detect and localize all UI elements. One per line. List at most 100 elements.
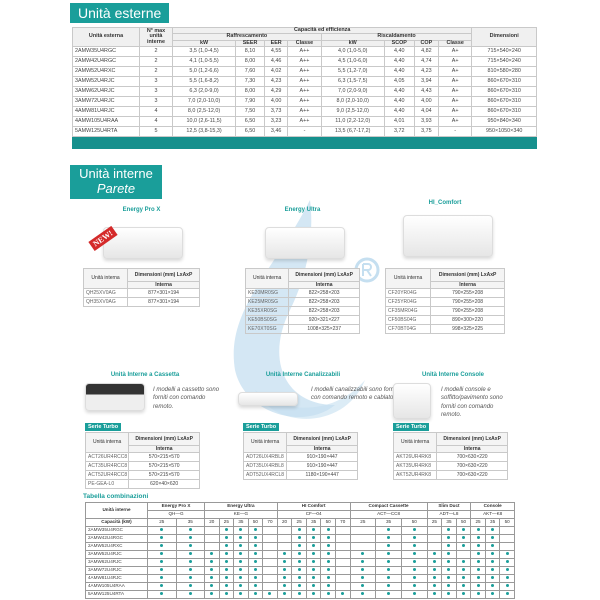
col-unit: Unità interna — [242, 432, 288, 453]
table-cell: 8,10 — [235, 46, 266, 58]
compatibility-cell — [262, 526, 278, 535]
table-cell: 4,82 — [413, 46, 439, 58]
compatibility-cell — [204, 582, 220, 591]
dimensions-table: Unità interna Dimensioni (mm) LxAxP Intern… — [82, 268, 200, 307]
dimension-cell: 700×630×220 — [436, 470, 508, 480]
group-name: Energy Pro X — [146, 502, 206, 511]
col-cooling: Raffrescamento — [172, 33, 322, 41]
compatibility-cell — [426, 542, 443, 551]
dimension-cell: 570×215×570 — [128, 470, 200, 480]
table-cell: 3,5 (1,0-4,5) — [171, 46, 237, 58]
compatible-dot-icon — [283, 560, 287, 564]
table-cell: 10,0 (2,6-11,5) — [171, 116, 237, 128]
compatible-dot-icon — [210, 568, 214, 572]
compatible-dot-icon — [224, 568, 228, 572]
compatibility-cell — [291, 590, 307, 599]
compatible-dot-icon — [224, 528, 228, 532]
compatible-dot-icon — [505, 552, 509, 556]
table-row: AKT35UR4RK8 700×630×220 — [392, 461, 508, 471]
compatibility-cell — [147, 550, 177, 559]
table-row: ACT26UR4RCC8 570×215×570 — [84, 452, 200, 462]
unit-image — [85, 383, 145, 411]
compatible-dot-icon — [387, 544, 391, 548]
compatible-dot-icon — [297, 568, 301, 572]
compatibility-cell — [470, 550, 486, 559]
compatibility-cell — [247, 534, 264, 543]
compatibility-cell — [470, 590, 486, 599]
dimension-cell: 920×321×227 — [288, 315, 360, 325]
compatibility-cell — [334, 590, 351, 599]
compatibility-cell — [276, 550, 293, 559]
model-cell: QH25XV0AG — [82, 288, 129, 298]
col-interna: Interna — [436, 445, 508, 453]
capacity-cell: 50 — [320, 518, 336, 527]
table-row: AKT26UR4RK8 700×630×220 — [392, 452, 508, 462]
unit-cell: 3AMW52U4RJC — [85, 550, 148, 559]
compatibility-cell — [218, 566, 235, 575]
compatibility-cell — [204, 526, 220, 535]
compatibility-cell — [499, 534, 515, 543]
compatibility-cell — [291, 534, 307, 543]
table-cell: 950×840×340 — [471, 116, 537, 128]
compatibility-cell — [441, 590, 457, 599]
capacity-cell: 35 — [375, 518, 402, 527]
compatibility-cell — [233, 550, 249, 559]
compatible-dot-icon — [412, 584, 416, 588]
compatible-dot-icon — [253, 584, 257, 588]
compatible-dot-icon — [253, 544, 257, 548]
table-row: KE50BS0SG 920×321×227 — [244, 315, 360, 325]
compatible-dot-icon — [491, 560, 495, 564]
compatibility-cell — [233, 566, 249, 575]
compatibility-cell — [349, 582, 377, 591]
dimension-cell: 910×190×447 — [286, 461, 358, 471]
dimension-cell: 890×300×220 — [430, 315, 505, 325]
compatibility-cell — [320, 574, 336, 583]
compatible-dot-icon — [253, 552, 257, 556]
compatibility-cell — [233, 582, 249, 591]
compatible-dot-icon — [476, 552, 480, 556]
compatible-dot-icon — [491, 592, 495, 596]
table-row: 3AMW62U4RJC 3 6,3 (2,0-9,0) 8,00 4,29 A++ 7,0 … — [72, 86, 537, 98]
wall-unit-image — [103, 227, 183, 259]
table-cell: A+ — [437, 66, 473, 78]
unit-cell: 4AMW81U4RJC — [85, 574, 148, 583]
table-cell: 4,5 (1,0-6,0) — [320, 56, 385, 68]
group-code: KE—G — [204, 510, 278, 519]
series-tag: Serie Turbo — [393, 423, 430, 431]
compatibility-cell — [441, 566, 457, 575]
series-title: Energy Pro X — [122, 207, 161, 213]
compatibility-cell — [400, 566, 428, 575]
table-cell: 860×670×310 — [471, 96, 537, 108]
table-row: KE25MR0SG 822×258×203 — [244, 297, 360, 307]
table-cell: 12,5 (3,8-15,3) — [171, 126, 237, 138]
compatibility-cell — [441, 558, 457, 567]
compatibility-cell — [291, 566, 307, 575]
capacity-cell: 20 — [276, 518, 293, 527]
compatible-dot-icon — [326, 544, 330, 548]
model-cell: AKT26UR4RK8 — [392, 452, 438, 462]
table-row: 2AMW35U4RGC 2 3,5 (1,0-4,5) 8,10 4,55 A++ 4,0 … — [72, 46, 537, 58]
compatible-dot-icon — [387, 584, 391, 588]
table-cell: 4,23 — [413, 66, 439, 78]
compatible-dot-icon — [297, 544, 301, 548]
compatibility-cell — [484, 574, 501, 583]
table-row: 5AMW125U4RTA 5 12,5 (3,8-15,3) 6,50 3,46-13,… — [72, 126, 537, 138]
compatibility-cell — [349, 542, 377, 551]
capacity-cell: 25 — [349, 518, 377, 527]
compatibility-cell — [218, 534, 235, 543]
model-cell: KE35XR0SG — [244, 306, 290, 316]
table-cell: 4,04 — [413, 106, 439, 118]
compatibility-cell — [305, 550, 322, 559]
compatible-dot-icon — [253, 592, 257, 596]
compatible-dot-icon — [312, 560, 316, 564]
compatibility-cell — [334, 550, 351, 559]
compatible-dot-icon — [361, 592, 365, 596]
table-cell: 4,02 — [264, 66, 289, 78]
group-code: ADT—L8 — [426, 510, 472, 519]
unit-cell: 3AMW62U4RJC — [85, 558, 148, 567]
compatible-dot-icon — [188, 592, 192, 596]
compatibility-cell — [233, 574, 249, 583]
compatibility-cell — [375, 534, 402, 543]
section-header-internal: Unità interne Parete — [70, 165, 162, 199]
compatibility-cell — [375, 566, 402, 575]
